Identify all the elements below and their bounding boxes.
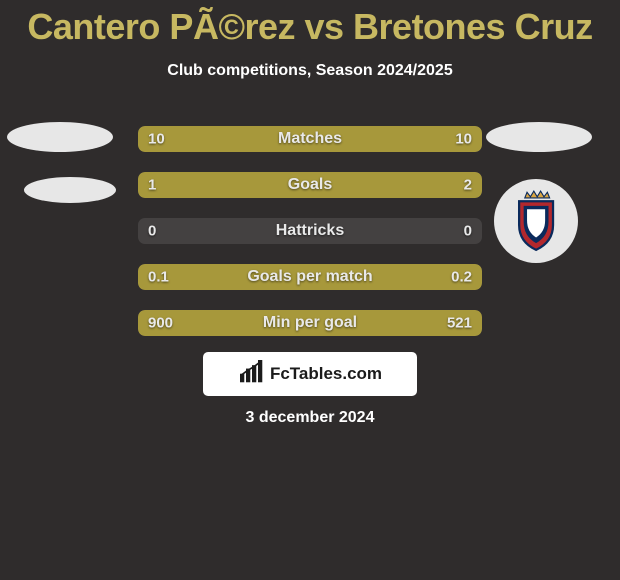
shield-icon (505, 190, 567, 252)
comparison-infographic: Cantero PÃ©rez vs Bretones Cruz Club com… (0, 0, 620, 580)
stat-fill-left (138, 264, 241, 290)
stat-row: Goals per match0.10.2 (138, 264, 482, 290)
stat-fill-right (355, 310, 482, 336)
barchart-icon (238, 360, 266, 389)
player-marker-left-0 (7, 122, 113, 152)
branding-badge: FcTables.com (203, 352, 417, 396)
stat-row: Hattricks0 0 (138, 218, 482, 244)
club-crest (494, 179, 578, 263)
stat-fill-right (241, 172, 482, 198)
stat-fill-right (241, 264, 482, 290)
stat-value-left: 0 (148, 223, 156, 240)
page-title: Cantero PÃ©rez vs Bretones Cruz (0, 6, 620, 48)
comparison-bars: Matches1010 Goals12 Hattricks0 0 Goals per m… (138, 126, 482, 356)
page-subtitle: Club competitions, Season 2024/2025 (0, 62, 620, 80)
stat-fill-left (138, 172, 241, 198)
stat-fill-right (310, 126, 482, 152)
stat-row: Matches1010 (138, 126, 482, 152)
stat-fill-left (138, 310, 355, 336)
stat-value-right: 0 (464, 223, 472, 240)
date-label: 3 december 2024 (0, 409, 620, 427)
stat-row: Min per goal900521 (138, 310, 482, 336)
stat-label: Hattricks (138, 222, 482, 240)
player-marker-right-0 (486, 122, 592, 152)
stat-fill-left (138, 126, 310, 152)
stat-row: Goals12 (138, 172, 482, 198)
player-marker-left-1 (24, 177, 116, 203)
branding-text: FcTables.com (270, 364, 382, 384)
